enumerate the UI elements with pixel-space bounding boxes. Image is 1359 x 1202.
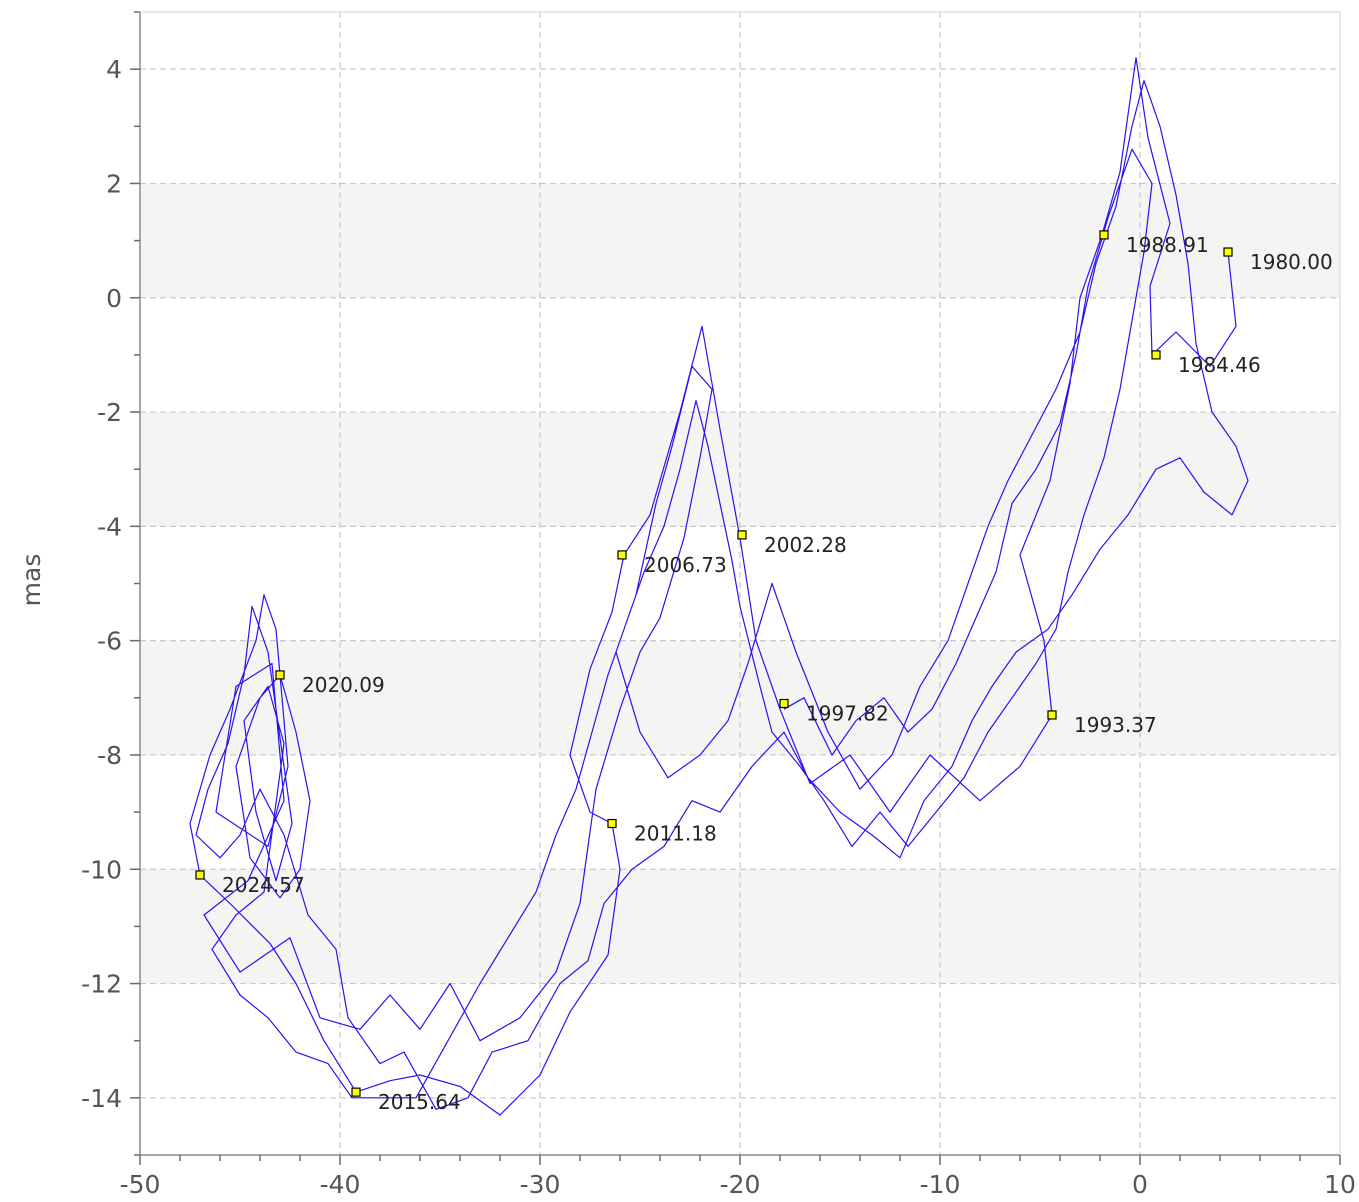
y-tick-label: -10 xyxy=(81,855,122,884)
y-tick-label: 0 xyxy=(106,284,122,313)
y-axis-title: mas xyxy=(17,554,46,607)
epoch-label: 2002.28 xyxy=(764,533,847,557)
tick-labels: 4 2 0 -2 -4 -6 -8 -10 -12 -14 -50 -40 -30 -20 -10 0 10 xyxy=(81,55,1356,1199)
epoch-marker xyxy=(275,670,285,680)
axes xyxy=(130,11,1341,1165)
y-tick-label: -8 xyxy=(97,741,122,770)
epoch-marker xyxy=(1047,710,1057,720)
y-tick-label: -4 xyxy=(97,512,122,541)
y-tick-label: 4 xyxy=(106,55,122,84)
x-tick-label: -40 xyxy=(320,1170,361,1199)
band xyxy=(140,412,1340,527)
epoch-marker xyxy=(617,550,627,560)
epoch-marker xyxy=(1099,230,1109,240)
trajectory-line xyxy=(189,57,1249,1116)
y-tick-label: 2 xyxy=(106,169,122,198)
plot-area xyxy=(189,57,1249,1116)
epoch-marker xyxy=(351,1087,361,1097)
epoch-label: 1997.82 xyxy=(806,702,889,726)
epoch-markers: 1980.00 1988.91 1984.46 1993.37 1997.82 2002.… xyxy=(195,230,1333,1114)
epoch-label: 2024.57 xyxy=(222,873,305,897)
epoch-label: 2015.64 xyxy=(378,1090,461,1114)
epoch-label: 1993.37 xyxy=(1074,713,1157,737)
epoch-marker xyxy=(1223,247,1233,257)
epoch-label: 2020.09 xyxy=(302,673,385,697)
epoch-label: 1988.91 xyxy=(1126,233,1209,257)
x-tick-label: -20 xyxy=(720,1170,761,1199)
epoch-label: 1980.00 xyxy=(1250,250,1333,274)
x-tick-label: 10 xyxy=(1324,1170,1356,1199)
epoch-label: 2006.73 xyxy=(644,553,727,577)
y-tick-label: -14 xyxy=(81,1084,122,1113)
epoch-marker xyxy=(1151,350,1161,360)
x-tick-label: -50 xyxy=(120,1170,161,1199)
epoch-label: 1984.46 xyxy=(1178,353,1261,377)
epoch-marker xyxy=(737,530,747,540)
y-tick-label: -6 xyxy=(97,627,122,656)
y-tick-label: -12 xyxy=(81,970,122,999)
x-tick-label: -30 xyxy=(520,1170,561,1199)
grid xyxy=(140,12,1340,1155)
epoch-marker xyxy=(779,698,789,709)
x-tick-label: -10 xyxy=(920,1170,961,1199)
epoch-marker xyxy=(195,870,205,880)
x-tick-label: 0 xyxy=(1132,1170,1148,1199)
epoch-label: 2011.18 xyxy=(634,822,717,846)
y-tick-label: -2 xyxy=(97,398,122,427)
epoch-marker xyxy=(607,818,617,829)
